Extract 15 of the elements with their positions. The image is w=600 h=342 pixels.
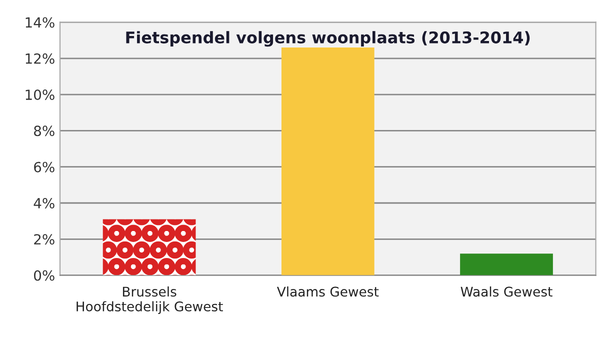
y-tick-label: 10% — [26, 90, 54, 100]
bar — [460, 254, 553, 276]
bar — [102, 219, 196, 276]
y-tick-label: 8% — [34, 126, 54, 136]
x-tick-label: Vlaams Gewest — [276, 286, 379, 297]
y-tick-label: 14% — [26, 17, 54, 28]
x-tick-label: Waals Gewest — [460, 286, 552, 297]
y-tick-label: 6% — [34, 162, 54, 172]
y-tick-label: 0% — [34, 270, 54, 281]
y-tick-label: 2% — [34, 234, 54, 245]
x-tick-label: Brussels Hoofdstedelijk Gewest — [76, 286, 223, 314]
text: Fietspendel volgens woonplaats (2013-2014) — [126, 31, 530, 47]
bar — [281, 48, 374, 276]
y-tick-label: 4% — [34, 198, 54, 208]
y-tick-label: 12% — [26, 53, 54, 64]
